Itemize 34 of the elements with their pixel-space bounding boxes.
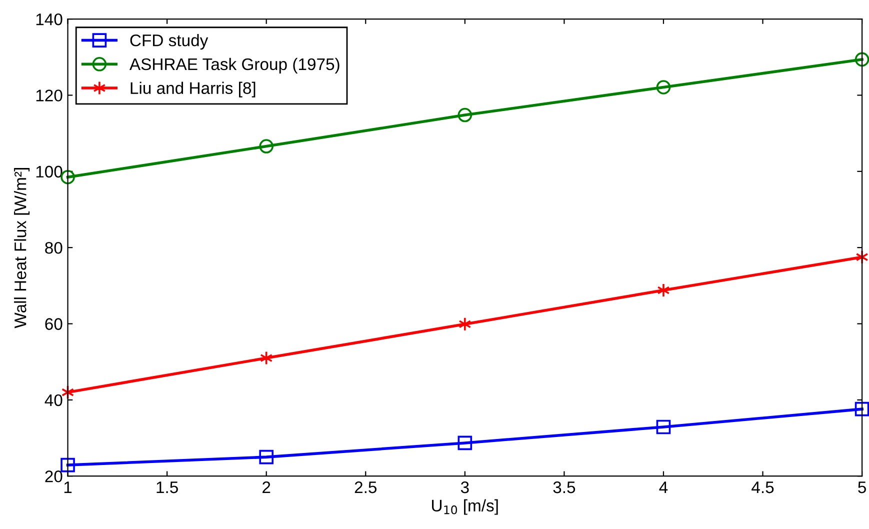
y-tick-label: 80	[45, 242, 62, 254]
y-tick-label: 100	[36, 166, 62, 178]
point	[60, 170, 75, 184]
point	[458, 108, 472, 122]
y-tick-label: 20	[45, 470, 62, 482]
x-tick-label: 4	[659, 482, 668, 494]
x-tick-label: 2	[262, 481, 270, 494]
point	[656, 80, 671, 94]
point	[656, 420, 671, 434]
y-tick-label: 120	[36, 90, 62, 102]
y-tick-label: 60	[45, 318, 62, 330]
x-tick-label: 5	[858, 482, 866, 494]
point	[854, 402, 869, 416]
y-axis-title: Wall Heat Flux [W/m²]	[14, 168, 30, 328]
y-tick-label: 140	[36, 13, 62, 26]
x-tick-label: 1.5	[156, 482, 178, 494]
point	[259, 450, 274, 464]
x-tick-label: 3.5	[553, 481, 576, 494]
point	[259, 139, 274, 154]
x-tick-label: 3	[460, 481, 469, 494]
legend-label: ASHRAE Task Group (1975)	[129, 58, 340, 74]
legend-label: CFD study	[130, 34, 208, 50]
point	[458, 436, 472, 450]
point	[657, 283, 670, 298]
point	[260, 350, 273, 366]
legend-label: Liu and Harris [8]	[130, 82, 256, 98]
point	[60, 458, 75, 472]
point	[458, 316, 472, 332]
point	[854, 52, 869, 67]
x-axis-title: U$_{10}$ [m/s]	[432, 499, 498, 515]
y-tick-label: 40	[44, 394, 62, 406]
x-tick-label: 2.5	[354, 481, 377, 494]
x-tick-label: 1	[64, 482, 72, 494]
x-tick-label: 4.5	[752, 482, 774, 494]
